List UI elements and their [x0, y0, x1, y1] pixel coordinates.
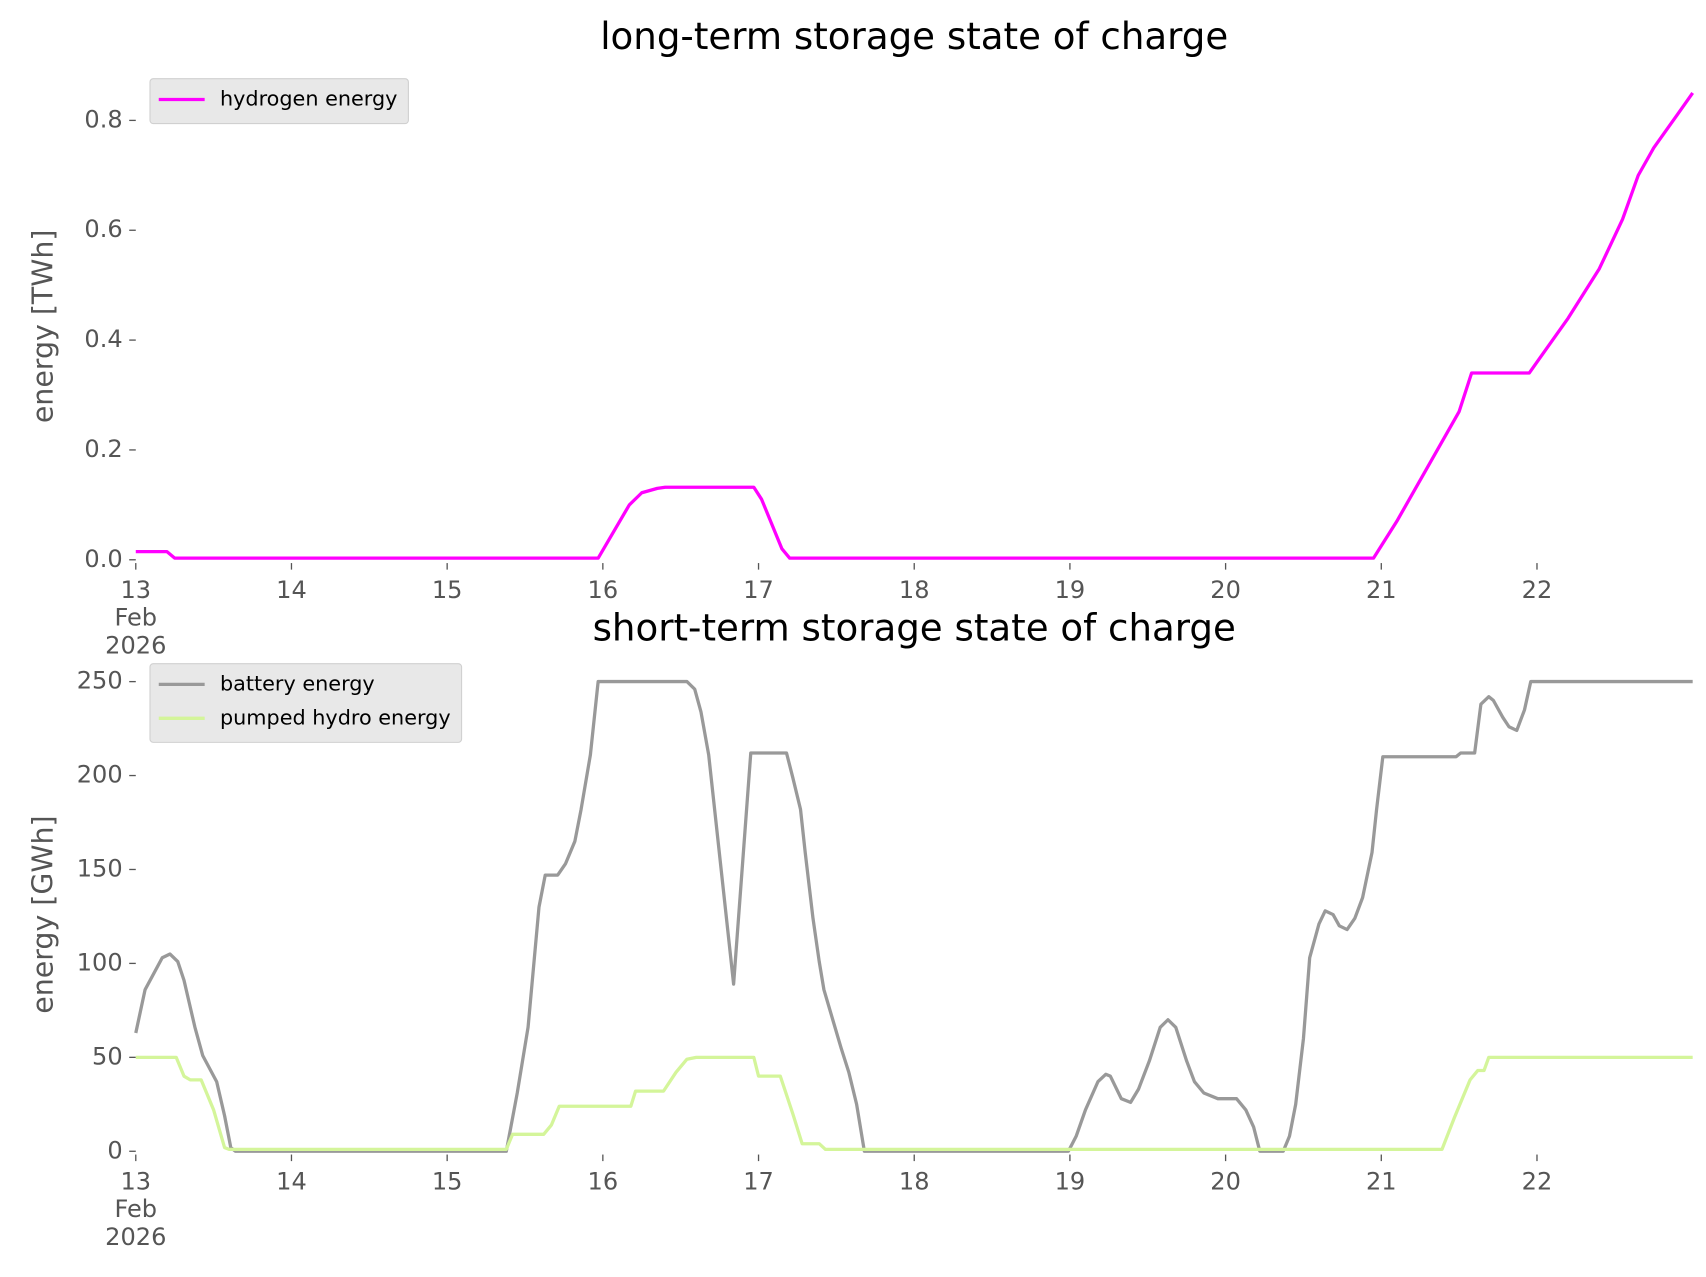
- legend-label: battery energy: [220, 671, 375, 695]
- x-tick-label: 15: [432, 1168, 463, 1196]
- y-tick-label: 0.4: [84, 325, 122, 353]
- legend: hydrogen energy: [149, 78, 409, 125]
- legend-box: [149, 78, 409, 125]
- y-tick-label: 200: [77, 761, 123, 789]
- x-tick-label: 13 Feb 2026: [105, 576, 166, 659]
- legend-label: pumped hydro energy: [220, 705, 451, 729]
- series-line: [135, 1055, 1693, 1152]
- y-tick-label: 0: [107, 1136, 122, 1164]
- y-tick-label: 0.2: [84, 435, 122, 463]
- legend-box: [149, 663, 463, 743]
- chart-title: short-term storage state of charge: [593, 605, 1236, 649]
- x-tick-label: 17: [743, 576, 774, 604]
- x-tick-label: 14: [276, 576, 307, 604]
- x-tick-label: 21: [1366, 576, 1397, 604]
- y-tick-label: 150: [77, 854, 123, 882]
- x-tick-label: 21: [1366, 1168, 1397, 1196]
- x-tick-label: 19: [1055, 576, 1086, 604]
- y-tick-label: 100: [77, 948, 123, 976]
- x-tick-label: 22: [1522, 1168, 1553, 1196]
- y-axis-label: energy [GWh]: [27, 815, 60, 1013]
- series-line: [134, 679, 1693, 1153]
- x-tick-label: 18: [899, 576, 930, 604]
- y-tick-label: 250: [77, 667, 123, 695]
- x-tick-label: 14: [276, 1168, 307, 1196]
- y-tick-label: 0.6: [84, 215, 122, 243]
- x-tick-label: 20: [1210, 576, 1241, 604]
- legend-label: hydrogen energy: [220, 86, 397, 110]
- x-tick-label: 15: [432, 576, 463, 604]
- x-tick-label: 17: [743, 1168, 774, 1196]
- y-tick-label: 50: [92, 1042, 123, 1070]
- y-axis-label: energy [TWh]: [27, 230, 60, 424]
- y-tick-label: 0.8: [84, 105, 122, 133]
- x-tick-label: 19: [1055, 1168, 1086, 1196]
- x-tick-label: 16: [588, 1168, 619, 1196]
- x-tick-label: 18: [899, 1168, 930, 1196]
- legend: battery energy pumped hydro energy: [149, 663, 463, 743]
- chart-title: long-term storage state of charge: [600, 14, 1228, 58]
- x-tick-label: 22: [1522, 576, 1553, 604]
- y-tick-label: 0.0: [84, 545, 122, 573]
- x-tick-label: 20: [1210, 1168, 1241, 1196]
- x-tick-label: 16: [588, 576, 619, 604]
- x-tick-label: 13 Feb 2026: [105, 1168, 166, 1251]
- series-line: [135, 91, 1695, 560]
